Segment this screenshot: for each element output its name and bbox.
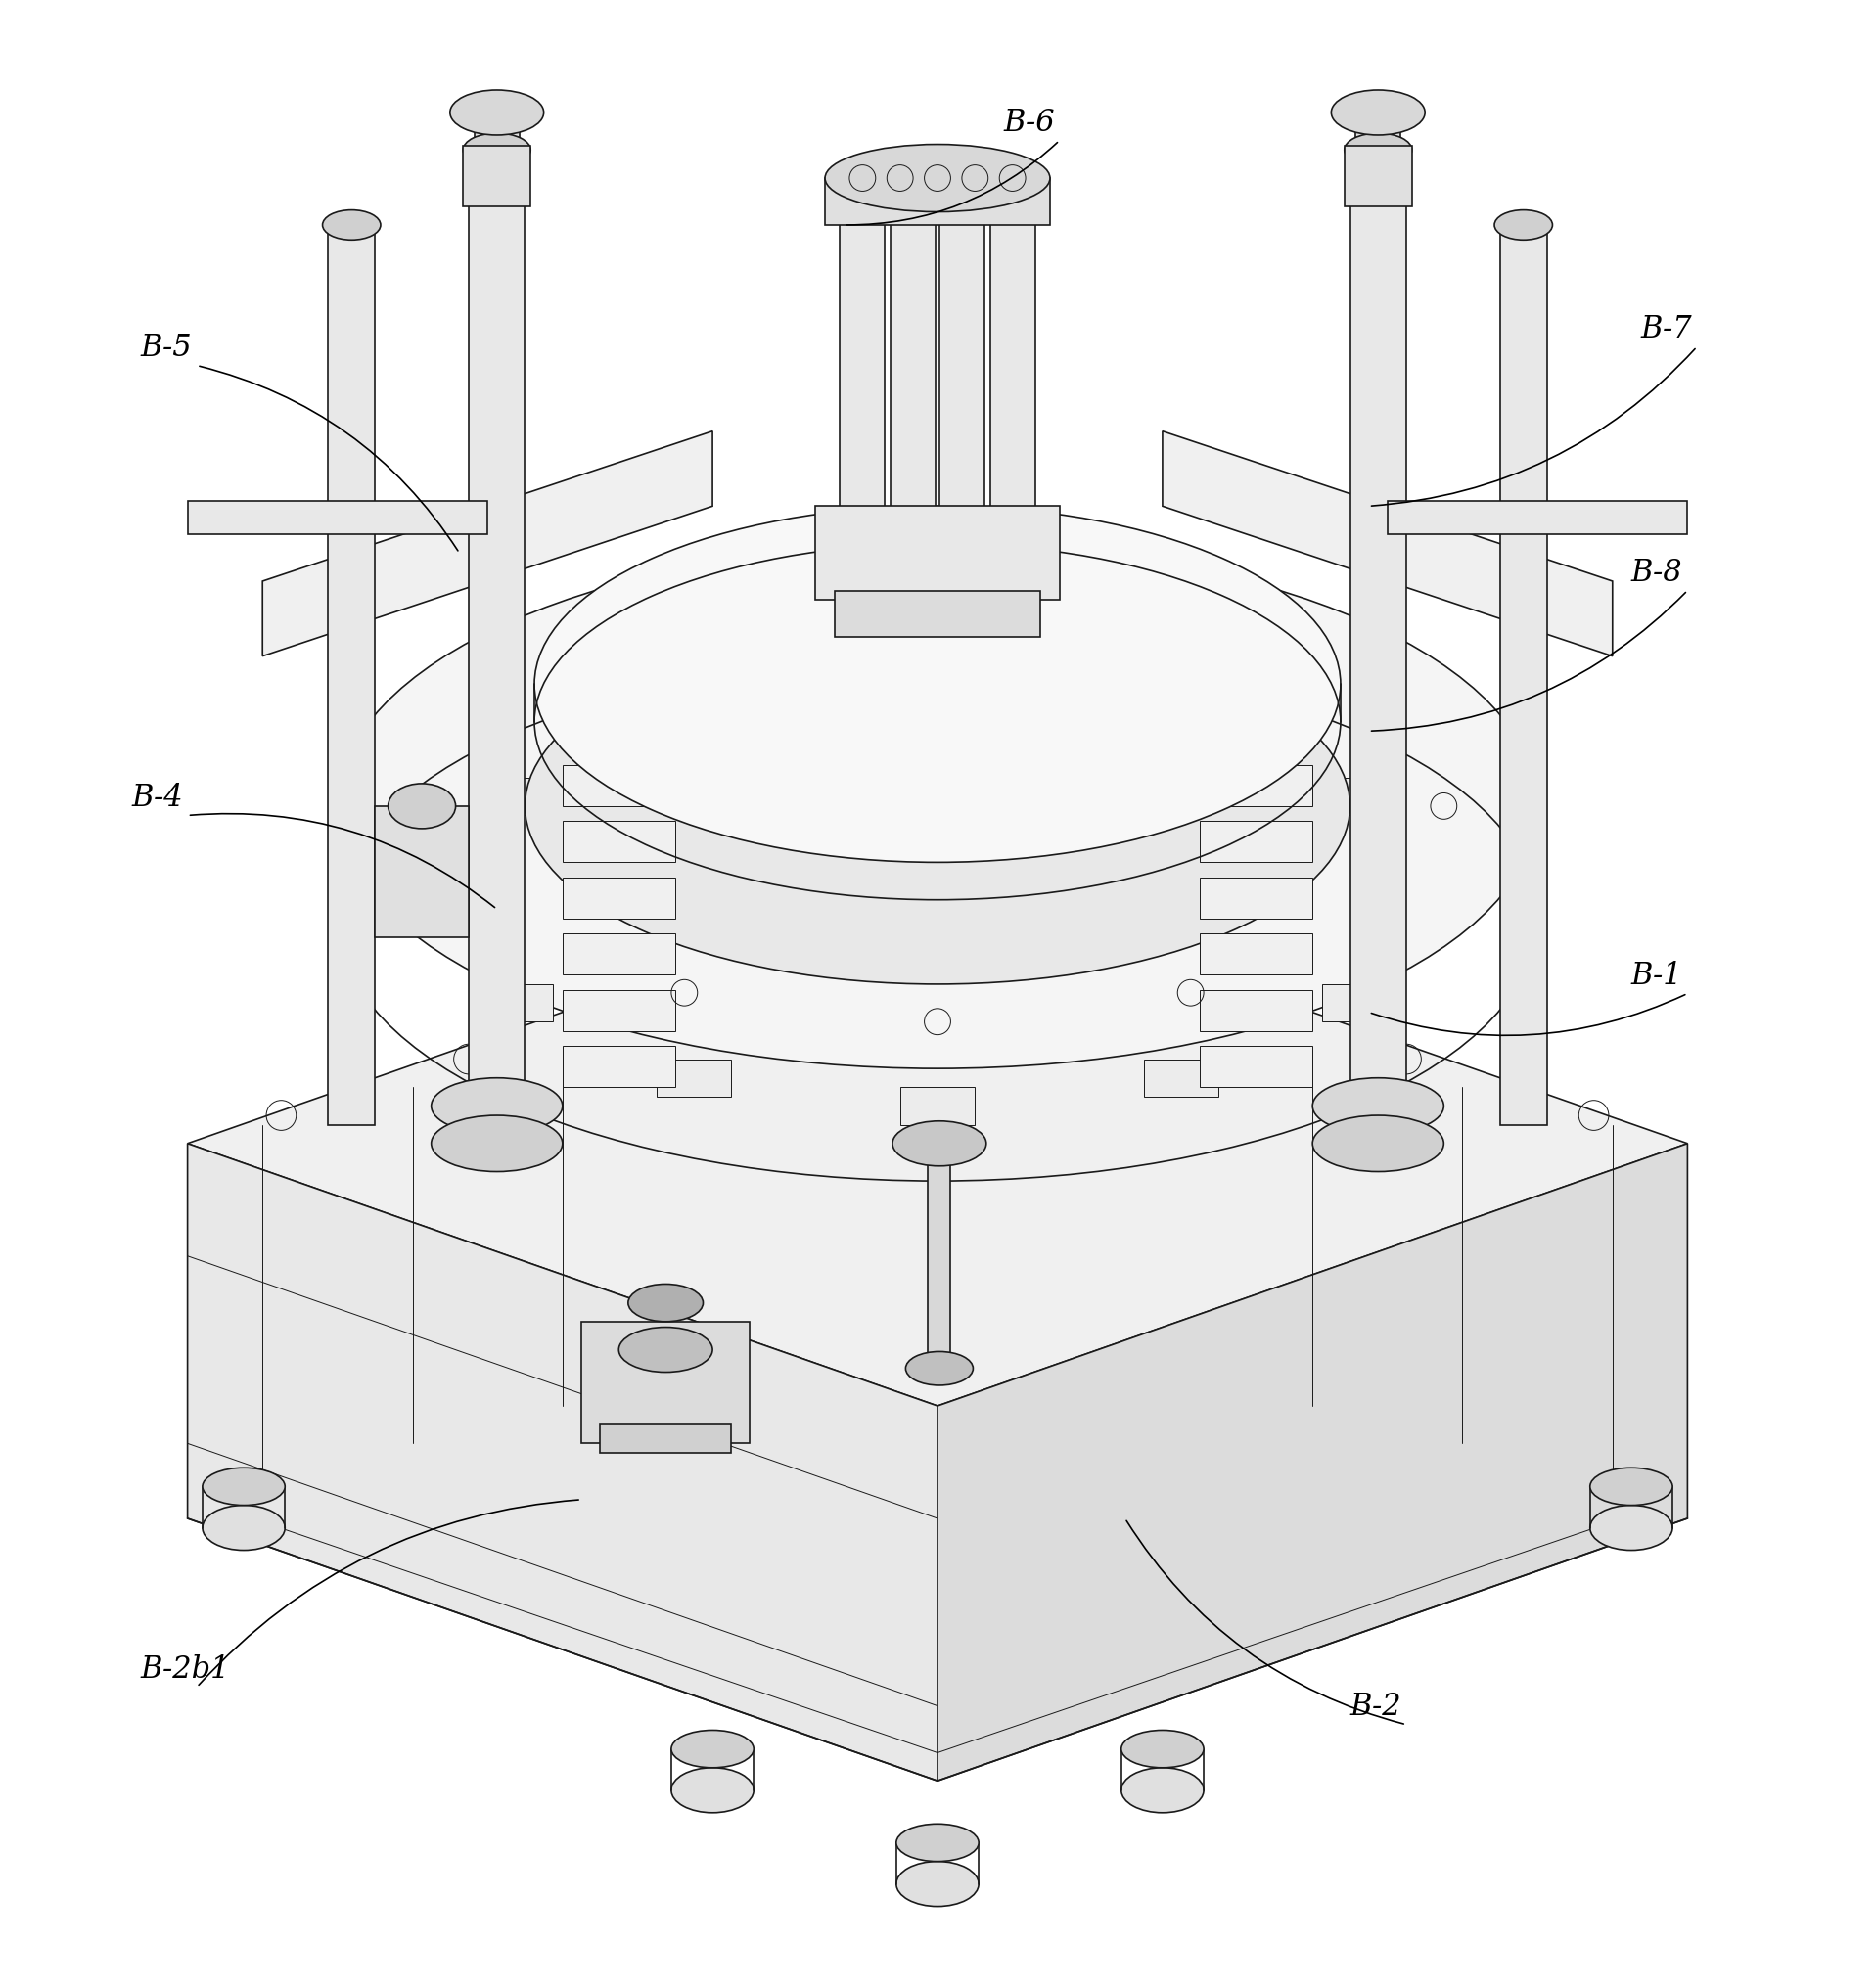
Ellipse shape <box>202 1467 285 1505</box>
Ellipse shape <box>202 1505 285 1551</box>
Bar <box>990 207 1035 525</box>
Bar <box>478 779 553 815</box>
Ellipse shape <box>1344 133 1412 167</box>
Ellipse shape <box>463 133 531 167</box>
Polygon shape <box>262 431 712 656</box>
Ellipse shape <box>1121 1730 1204 1767</box>
Bar <box>939 207 984 525</box>
Bar <box>562 821 675 863</box>
Ellipse shape <box>840 197 885 219</box>
Ellipse shape <box>896 1861 979 1906</box>
Ellipse shape <box>1590 1467 1672 1505</box>
Ellipse shape <box>1121 1767 1204 1813</box>
Bar <box>375 807 469 938</box>
Ellipse shape <box>671 1767 754 1813</box>
Bar <box>1200 765 1312 807</box>
Ellipse shape <box>322 211 381 241</box>
Bar <box>328 227 375 1125</box>
Bar <box>188 501 488 535</box>
Ellipse shape <box>990 197 1035 219</box>
Bar <box>581 1322 750 1443</box>
Polygon shape <box>188 1143 938 1781</box>
Text: B-6: B-6 <box>1003 107 1054 137</box>
Bar <box>1200 934 1312 976</box>
Text: B-8: B-8 <box>1631 557 1682 588</box>
Bar <box>1144 1060 1219 1097</box>
Bar <box>562 765 675 807</box>
Ellipse shape <box>525 628 1350 984</box>
Text: B-7: B-7 <box>1641 314 1691 344</box>
Bar <box>562 990 675 1032</box>
Bar <box>1200 879 1312 918</box>
Ellipse shape <box>1494 211 1552 241</box>
Ellipse shape <box>825 145 1050 213</box>
Text: B-2: B-2 <box>1350 1692 1401 1722</box>
Ellipse shape <box>628 1284 703 1322</box>
Ellipse shape <box>431 1115 562 1173</box>
Ellipse shape <box>534 507 1341 863</box>
Bar <box>1200 1046 1312 1087</box>
Ellipse shape <box>939 197 984 219</box>
Text: B-1: B-1 <box>1631 960 1682 990</box>
Ellipse shape <box>892 1121 986 1167</box>
Bar <box>1344 147 1412 207</box>
Bar <box>656 1060 731 1097</box>
Bar <box>891 207 936 525</box>
Text: B-5: B-5 <box>141 332 191 362</box>
Ellipse shape <box>1312 1115 1444 1173</box>
Bar <box>816 507 1059 600</box>
Ellipse shape <box>896 1825 979 1861</box>
Ellipse shape <box>338 545 1537 1070</box>
Bar <box>1322 984 1397 1022</box>
Bar <box>1200 990 1312 1032</box>
Bar <box>1322 779 1397 815</box>
Ellipse shape <box>891 197 936 219</box>
Bar <box>562 879 675 918</box>
Bar <box>469 151 525 1125</box>
Bar <box>900 676 975 714</box>
Polygon shape <box>938 1143 1688 1781</box>
Bar <box>600 1425 731 1453</box>
Bar <box>474 113 519 1143</box>
Polygon shape <box>1162 431 1612 656</box>
Bar <box>825 179 1050 227</box>
Ellipse shape <box>671 1730 754 1767</box>
Ellipse shape <box>388 783 456 829</box>
Bar <box>1144 704 1219 742</box>
Ellipse shape <box>431 1077 562 1135</box>
Bar <box>928 1143 951 1368</box>
Bar <box>562 1046 675 1087</box>
Bar <box>562 934 675 976</box>
Bar <box>656 704 731 742</box>
Ellipse shape <box>450 91 544 135</box>
Ellipse shape <box>619 1328 712 1372</box>
Text: B-2b1: B-2b1 <box>141 1654 231 1684</box>
Bar <box>1387 501 1688 535</box>
Bar <box>1200 821 1312 863</box>
Bar <box>1350 151 1406 1125</box>
Ellipse shape <box>1590 1505 1672 1551</box>
Bar <box>463 147 531 207</box>
Bar <box>478 984 553 1022</box>
Text: B-4: B-4 <box>131 781 182 813</box>
Bar <box>1500 227 1547 1125</box>
Bar <box>840 207 885 525</box>
Ellipse shape <box>1312 1077 1444 1135</box>
Ellipse shape <box>906 1352 973 1386</box>
Bar <box>1356 113 1401 1143</box>
Ellipse shape <box>1331 91 1425 135</box>
Bar <box>834 590 1041 638</box>
Polygon shape <box>188 881 1688 1406</box>
Bar <box>900 1087 975 1125</box>
